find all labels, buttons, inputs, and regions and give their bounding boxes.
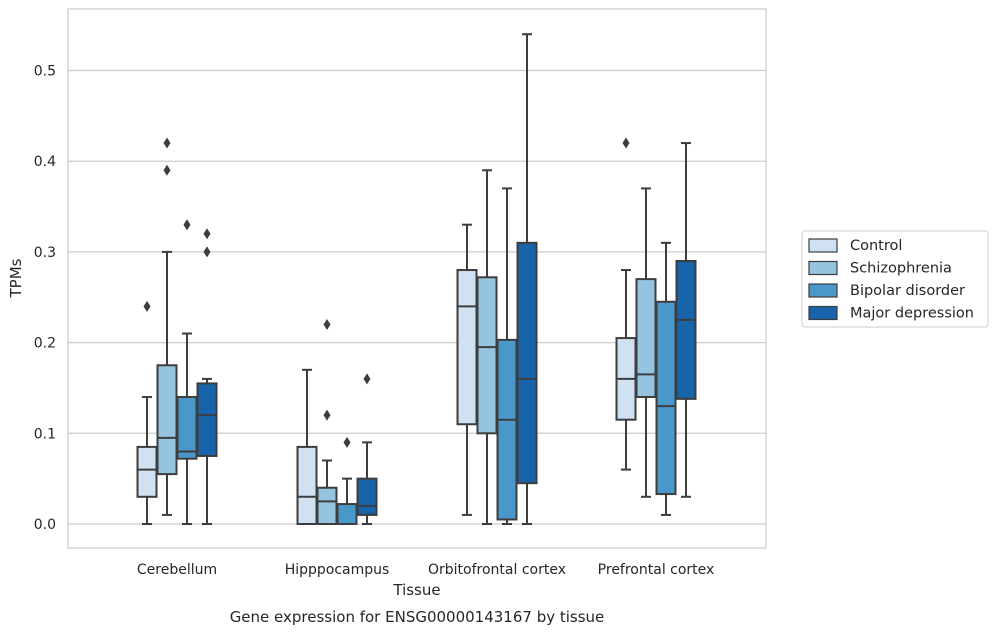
legend-swatch — [808, 305, 838, 321]
y-tick-label: 0.4 — [34, 154, 56, 170]
box-group — [316, 318, 338, 525]
box-group — [635, 187, 657, 498]
y-tick-label: 0.0 — [34, 517, 56, 533]
box — [655, 300, 677, 496]
box-group — [615, 137, 637, 471]
box — [136, 445, 158, 498]
plot-frame — [67, 8, 767, 549]
box — [196, 382, 218, 457]
box-group — [456, 223, 478, 516]
outlier-point — [163, 164, 171, 176]
legend-swatch — [808, 260, 838, 276]
outlier-point — [183, 219, 191, 231]
box — [476, 276, 498, 435]
box — [496, 338, 518, 521]
box-group — [196, 228, 218, 525]
outlier-point — [203, 228, 211, 240]
x-tick-label: Cerebellum — [137, 562, 217, 578]
box-group — [176, 219, 198, 525]
x-axis-title: Tissue — [392, 581, 440, 599]
outlier-point — [363, 373, 371, 385]
legend-item: Major depression — [808, 305, 974, 322]
legend-label: Bipolar disorder — [850, 283, 965, 299]
box-group — [496, 187, 518, 525]
outlier-point — [323, 318, 331, 330]
box-group — [296, 368, 318, 525]
box-group — [476, 169, 498, 525]
outlier-point — [343, 436, 351, 448]
box-group — [655, 241, 677, 516]
box — [635, 278, 657, 399]
y-tick-label: 0.3 — [34, 245, 56, 261]
outlier-point — [203, 246, 211, 258]
box — [296, 445, 318, 525]
legend-label: Schizophrenia — [850, 261, 952, 277]
outlier-point — [622, 137, 630, 149]
legend-item: Control — [808, 238, 902, 254]
legend-label: Control — [850, 238, 902, 254]
box — [516, 241, 538, 485]
box — [316, 486, 338, 525]
outlier-point — [163, 137, 171, 149]
legend-swatch — [808, 283, 838, 298]
legend-item: Bipolar disorder — [808, 283, 965, 299]
x-tick-label: Prefrontal cortex — [598, 562, 715, 578]
x-tick-label: Orbitofrontal cortex — [428, 562, 566, 578]
box-group — [675, 142, 697, 498]
y-tick-label: 0.1 — [34, 426, 56, 442]
box-group — [136, 300, 158, 525]
y-tick-label: 0.2 — [34, 336, 56, 352]
box — [336, 503, 358, 525]
legend: Control Schizophrenia Bipolar disorder Majo… — [801, 230, 989, 328]
legend-swatch — [808, 238, 838, 253]
box-group — [156, 137, 178, 516]
chart-caption: Gene expression for ENSG00000143167 by t… — [230, 608, 605, 626]
box — [456, 269, 478, 426]
legend-item: Schizophrenia — [808, 260, 952, 277]
legend-label: Major depression — [850, 306, 974, 322]
y-axis-title: TPMs — [7, 258, 25, 298]
y-tick-label: 0.5 — [34, 64, 56, 80]
box-group — [516, 33, 538, 525]
box — [176, 396, 198, 460]
boxes — [136, 33, 697, 525]
box-group — [356, 373, 378, 525]
outlier-point — [323, 409, 331, 421]
y-tick-labels: 0.0 0.1 0.2 0.3 0.4 0.5 — [34, 64, 56, 534]
x-tick-labels: Cerebellum Hipppocampus Orbitofrontal cort… — [137, 562, 714, 578]
box-group — [336, 436, 358, 525]
box — [156, 364, 178, 476]
x-tick-label: Hipppocampus — [285, 562, 390, 578]
box — [675, 259, 697, 400]
legend-frame — [801, 230, 989, 328]
box — [356, 477, 378, 516]
outlier-point — [143, 300, 151, 312]
